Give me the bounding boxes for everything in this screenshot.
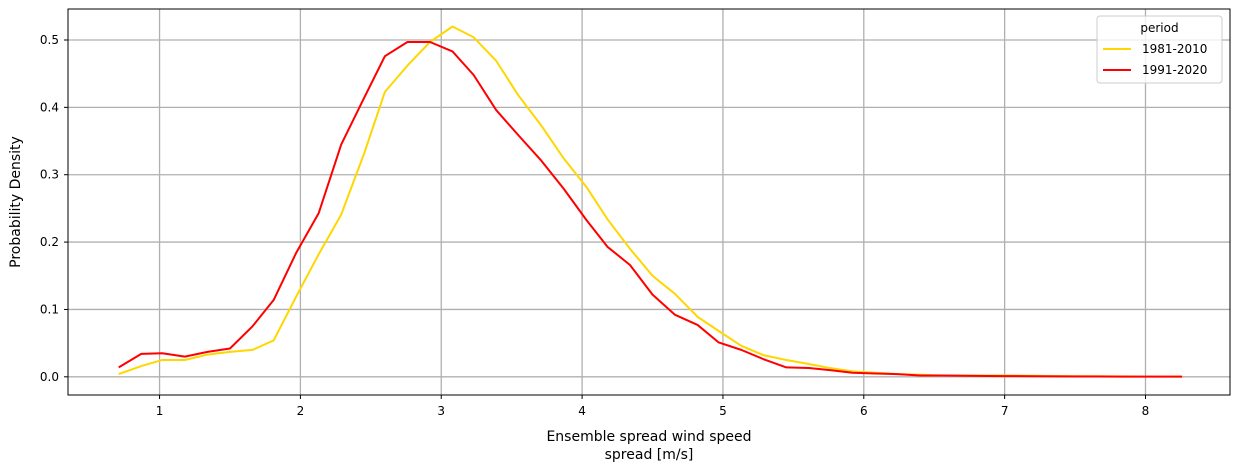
legend-label-1991-2020: 1991-2020 <box>1142 63 1207 77</box>
legend: period 1981-2010 1991-2020 <box>1096 15 1223 84</box>
x-tick-label: 8 <box>1142 404 1150 418</box>
x-tick-label: 4 <box>578 404 586 418</box>
y-tick-label: 0.2 <box>40 235 59 249</box>
x-tick-label: 6 <box>860 404 868 418</box>
x-tick-label: 5 <box>719 404 727 418</box>
x-axis-label: Ensemble spread wind speed <box>546 429 751 445</box>
y-tick-label: 0.4 <box>40 100 59 114</box>
series-line-1991-2020 <box>118 41 1183 378</box>
x-tick-label: 2 <box>297 404 305 418</box>
legend-title: period <box>1140 21 1178 35</box>
legend-entries: 1981-2010 1991-2020 <box>1103 42 1207 77</box>
y-tick-label: 0.3 <box>40 168 59 182</box>
y-tick-label: 0.0 <box>40 370 59 384</box>
x-tick-label: 1 <box>156 404 164 418</box>
legend-box <box>1096 15 1223 84</box>
plot-frame <box>67 8 1231 396</box>
y-tick-label: 0.5 <box>40 33 59 47</box>
x-axis-unit-label: spread [m/s] <box>605 447 694 463</box>
x-tick-label: 3 <box>437 404 445 418</box>
axis-ticks: 1 2 3 4 5 6 7 8 0.0 0.1 0.2 0.3 0.4 0.5 <box>40 33 1149 418</box>
y-tick-label: 0.1 <box>40 302 59 316</box>
x-tick-label: 7 <box>1001 404 1009 418</box>
legend-label-1981-2010: 1981-2010 <box>1142 42 1207 56</box>
series-layer <box>118 25 1183 378</box>
y-axis-label: Probability Density <box>8 136 24 268</box>
